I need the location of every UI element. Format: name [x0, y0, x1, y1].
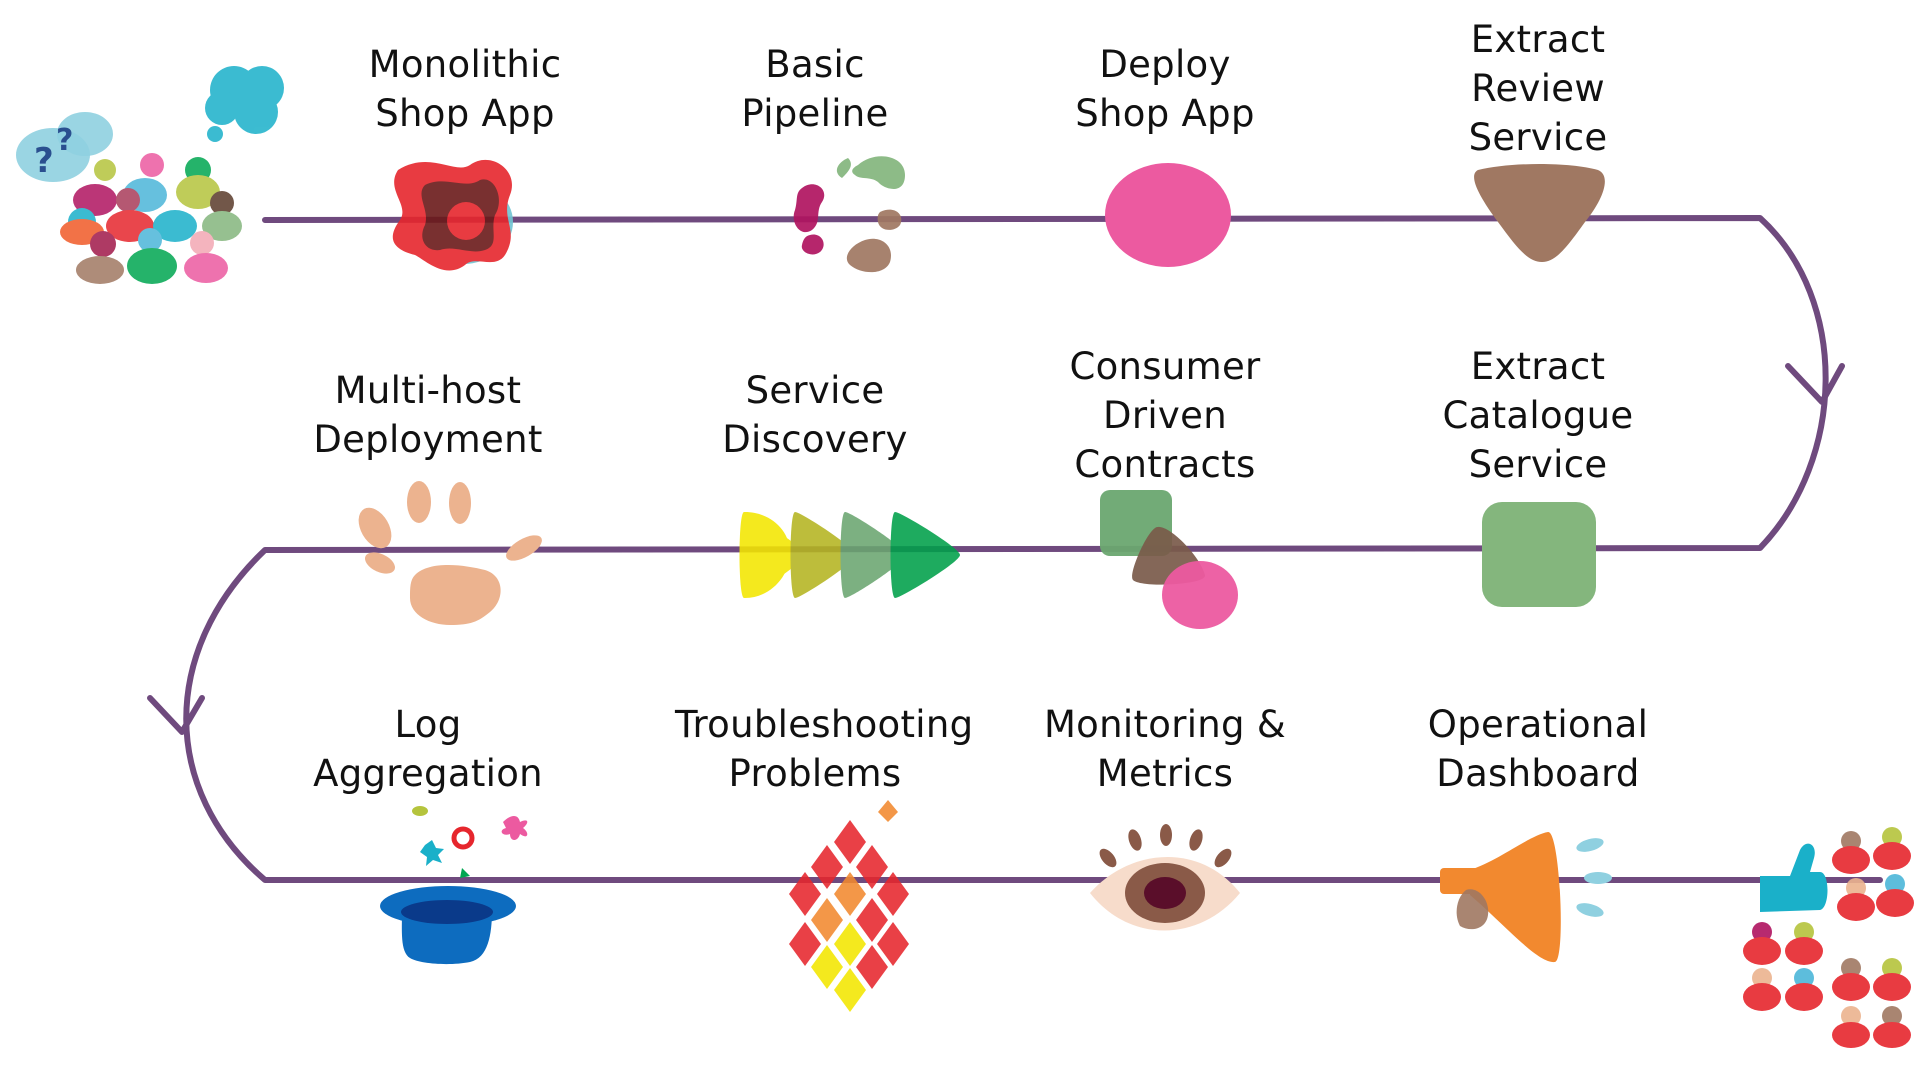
step-label-deploy-shop-app: Deploy Shop App	[1025, 40, 1305, 138]
pipeline-cycle-icon	[793, 156, 905, 273]
label-line: Monolithic	[368, 43, 562, 86]
step-label-extract-catalogue-service: Extract Catalogue Service	[1398, 342, 1678, 489]
pink-circle-icon	[1105, 163, 1231, 267]
label-line: Shop App	[1075, 92, 1255, 135]
label-line: Multi-host	[334, 369, 522, 412]
label-line: Deploy	[1099, 43, 1231, 86]
label-line: Deployment	[313, 418, 543, 461]
brown-triangle-icon	[1474, 164, 1605, 262]
label-line: Dashboard	[1436, 752, 1640, 795]
step-label-operational-dashboard: Operational Dashboard	[1398, 700, 1678, 798]
fire-icon	[789, 800, 909, 1012]
monolith-blob-icon	[392, 159, 513, 271]
magic-hat-icon	[380, 806, 528, 965]
megaphone-icon	[1440, 831, 1612, 963]
label-line: Basic	[765, 43, 865, 86]
step-label-extract-review-service: Extract Review Service	[1398, 15, 1678, 162]
confused-crowd-icon: ? ?	[16, 66, 284, 284]
label-line: Problems	[728, 752, 902, 795]
label-line: Contracts	[1074, 443, 1256, 486]
label-line: Extract	[1470, 345, 1606, 388]
hand-print-icon	[358, 481, 542, 625]
step-label-monitoring-and-metrics: Monitoring & Metrics	[1025, 700, 1305, 798]
label-line: Service	[1468, 116, 1608, 159]
journey-path	[183, 215, 1883, 883]
step-label-basic-pipeline: Basic Pipeline	[675, 40, 955, 138]
label-line: Service	[1468, 443, 1608, 486]
label-line: Metrics	[1096, 752, 1234, 795]
eye-icon	[1090, 824, 1240, 931]
label-line: Pipeline	[741, 92, 889, 135]
step-label-consumer-driven-contracts: Consumer Driven Contracts	[1025, 342, 1305, 489]
step-label-troubleshooting-problems: Troubleshooting Problems	[675, 700, 974, 798]
label-line: Extract	[1470, 18, 1606, 61]
label-line: Troubleshooting	[675, 703, 974, 746]
path-arrow-left-icon	[147, 695, 205, 735]
label-line: Review	[1471, 67, 1605, 110]
svg-text:?: ?	[34, 141, 54, 181]
label-line: Service	[745, 369, 885, 412]
label-line: Aggregation	[313, 752, 543, 795]
label-line: Driven	[1103, 394, 1227, 437]
green-square-icon	[1482, 502, 1596, 607]
label-line: Consumer	[1069, 345, 1261, 388]
label-line: Shop App	[375, 92, 555, 135]
label-line: Discovery	[722, 418, 908, 461]
label-line: Monitoring &	[1043, 703, 1287, 746]
label-line: Catalogue	[1442, 394, 1634, 437]
label-line: Log	[394, 703, 462, 746]
step-label-service-discovery: Service Discovery	[675, 366, 955, 464]
step-label-monolithic-shop-app: Monolithic Shop App	[325, 40, 605, 138]
svg-text:?: ?	[56, 123, 73, 158]
label-line: Operational	[1427, 703, 1649, 746]
path-arrow-right-icon	[1785, 363, 1845, 405]
overlapping-shapes-icon	[1100, 490, 1238, 629]
step-label-log-aggregation: Log Aggregation	[288, 700, 568, 798]
step-label-multi-host-deployment: Multi-host Deployment	[288, 366, 568, 464]
happy-crowd-icon	[1743, 827, 1914, 1048]
arrow-chevrons-icon	[739, 512, 960, 598]
